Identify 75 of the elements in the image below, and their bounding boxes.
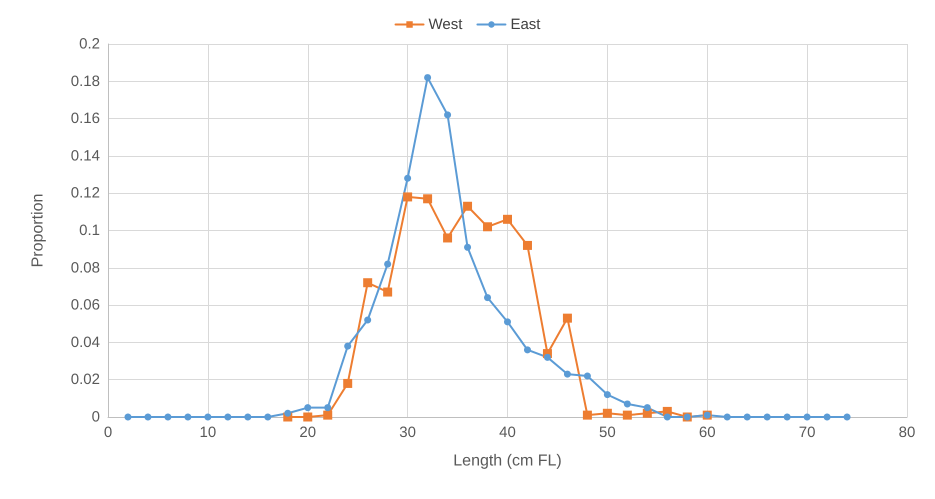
y-tick-label: 0.18 [70, 72, 100, 90]
point [164, 414, 172, 420]
point [303, 412, 312, 422]
x-tick-label: 70 [798, 424, 816, 441]
point [602, 408, 612, 418]
y-tick-label: 0.16 [70, 110, 100, 128]
y-tick-label: 0.02 [70, 371, 100, 388]
point [483, 222, 492, 232]
point [384, 260, 392, 268]
x-tick-label: 40 [499, 424, 516, 441]
x-axis-title: Length (cm FL) [453, 452, 562, 470]
point [184, 414, 192, 420]
point [363, 278, 372, 288]
x-tick-label: 20 [299, 424, 316, 441]
point [624, 400, 631, 408]
point [582, 410, 592, 420]
point [144, 414, 152, 420]
point [403, 192, 412, 202]
point [484, 294, 492, 302]
point [364, 316, 372, 324]
point [784, 414, 791, 420]
point [604, 391, 611, 398]
point [744, 414, 751, 420]
x-tick-label: 10 [200, 424, 216, 441]
point [584, 372, 591, 380]
point [804, 414, 811, 420]
point [544, 354, 551, 361]
point [644, 404, 651, 412]
y-tick-label: 0.2 [79, 36, 100, 52]
point [503, 214, 512, 224]
y-tick-label: 0.12 [70, 184, 100, 202]
point [443, 233, 452, 242]
point [522, 240, 532, 250]
point [464, 244, 472, 251]
x-tick-label: 60 [698, 424, 716, 441]
y-tick-label: 0.1 [79, 222, 100, 239]
point [504, 318, 511, 326]
point [564, 370, 571, 378]
x-tick-label: 80 [898, 424, 916, 441]
y-tick-label: 0.14 [70, 147, 100, 164]
point [444, 111, 452, 118]
point [764, 414, 771, 420]
x-tick-label: 0 [104, 424, 112, 441]
point [824, 414, 831, 420]
point [224, 414, 232, 420]
y-axis-title: Proportion [30, 194, 46, 268]
point [204, 414, 212, 420]
y-tick-label: 0.04 [70, 334, 100, 351]
y-tick-label: 0 [92, 408, 100, 426]
x-tick-label: 50 [599, 424, 616, 441]
point [344, 342, 352, 350]
legend-label: East [510, 16, 542, 33]
point [423, 194, 432, 204]
legend-label: West [428, 16, 464, 33]
point [844, 414, 851, 420]
point [304, 404, 312, 412]
point [343, 378, 352, 388]
point [664, 414, 671, 420]
point [324, 404, 332, 412]
y-tick-label: 0.06 [70, 296, 100, 314]
point [463, 202, 472, 211]
point [124, 414, 132, 420]
y-tick-label: 0.08 [70, 259, 100, 276]
x-tick-label: 30 [399, 424, 416, 441]
point [383, 288, 392, 297]
point [562, 314, 572, 323]
point [724, 414, 731, 420]
point [424, 74, 432, 82]
point [244, 414, 252, 420]
point [323, 410, 332, 420]
point [284, 410, 292, 417]
point [404, 174, 412, 182]
point [524, 346, 531, 354]
point [264, 414, 272, 420]
point [622, 410, 632, 420]
